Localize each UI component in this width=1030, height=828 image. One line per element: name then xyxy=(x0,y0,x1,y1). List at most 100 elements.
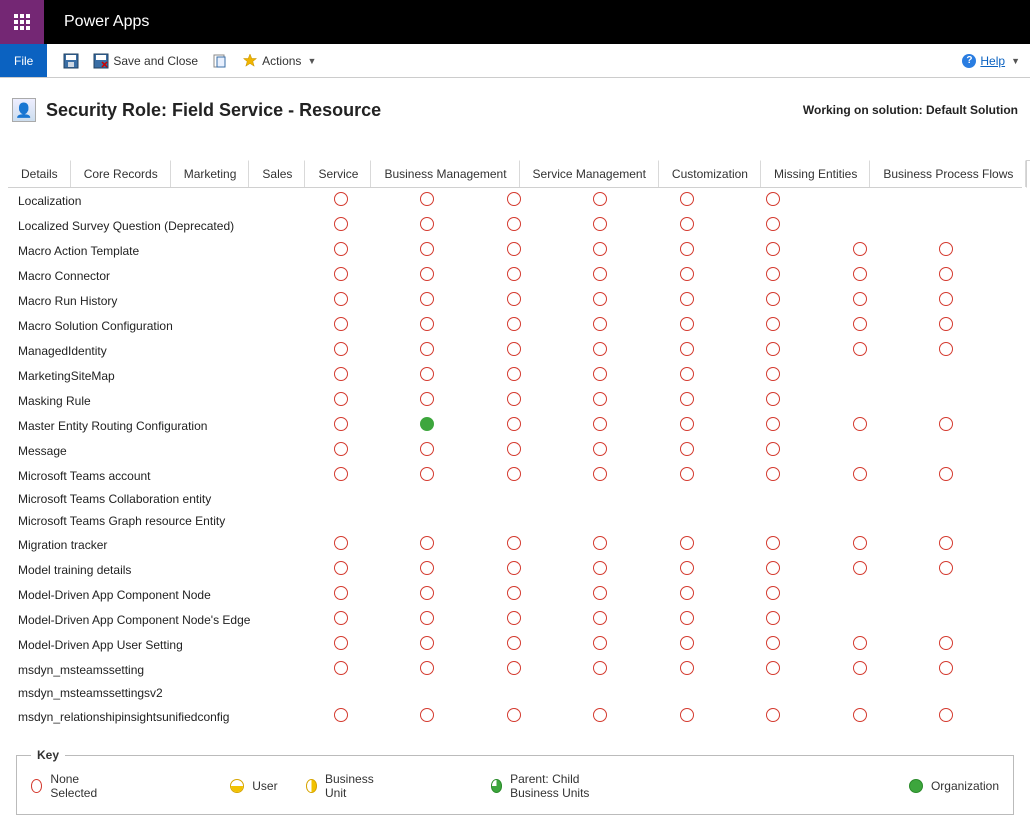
help-button[interactable]: ? Help ▼ xyxy=(962,54,1030,68)
privilege-cell[interactable] xyxy=(330,338,417,363)
privilege-cell[interactable] xyxy=(935,532,1022,557)
privilege-cell[interactable] xyxy=(849,338,936,363)
privilege-cell[interactable] xyxy=(849,682,936,704)
privilege-cell[interactable] xyxy=(503,363,590,388)
privilege-cell[interactable] xyxy=(935,657,1022,682)
privilege-cell[interactable] xyxy=(416,238,503,263)
privilege-cell[interactable] xyxy=(330,438,417,463)
privilege-cell[interactable] xyxy=(935,582,1022,607)
privilege-cell[interactable] xyxy=(503,238,590,263)
privilege-cell[interactable] xyxy=(330,238,417,263)
privilege-cell[interactable] xyxy=(589,263,676,288)
actions-menu-button[interactable]: Actions ▼ xyxy=(238,51,320,71)
privilege-cell[interactable] xyxy=(330,388,417,413)
privilege-cell[interactable] xyxy=(416,682,503,704)
tab-custom-entities[interactable]: Custom Entities xyxy=(1026,160,1030,188)
privilege-cell[interactable] xyxy=(762,488,849,510)
privilege-cell[interactable] xyxy=(849,213,936,238)
privilege-cell[interactable] xyxy=(416,438,503,463)
privilege-cell[interactable] xyxy=(935,557,1022,582)
privilege-cell[interactable] xyxy=(416,657,503,682)
privilege-cell[interactable] xyxy=(503,582,590,607)
privilege-cell[interactable] xyxy=(762,388,849,413)
privilege-cell[interactable] xyxy=(503,607,590,632)
privilege-cell[interactable] xyxy=(935,607,1022,632)
privilege-cell[interactable] xyxy=(589,607,676,632)
privilege-cell[interactable] xyxy=(762,288,849,313)
privilege-cell[interactable] xyxy=(416,488,503,510)
privilege-cell[interactable] xyxy=(330,188,417,213)
privilege-cell[interactable] xyxy=(330,607,417,632)
privilege-cell[interactable] xyxy=(676,263,763,288)
tab-marketing[interactable]: Marketing xyxy=(171,160,250,187)
privilege-cell[interactable] xyxy=(416,704,503,728)
privilege-cell[interactable] xyxy=(762,338,849,363)
privilege-cell[interactable] xyxy=(849,632,936,657)
privilege-cell[interactable] xyxy=(935,413,1022,438)
privilege-cell[interactable] xyxy=(416,607,503,632)
privilege-cell[interactable] xyxy=(762,510,849,532)
privilege-cell[interactable] xyxy=(503,488,590,510)
privilege-cell[interactable] xyxy=(762,704,849,728)
privilege-cell[interactable] xyxy=(849,363,936,388)
privilege-cell[interactable] xyxy=(330,682,417,704)
privilege-cell[interactable] xyxy=(589,438,676,463)
privilege-cell[interactable] xyxy=(503,682,590,704)
privilege-cell[interactable] xyxy=(416,632,503,657)
privilege-cell[interactable] xyxy=(503,510,590,532)
privilege-cell[interactable] xyxy=(330,488,417,510)
privilege-cell[interactable] xyxy=(589,463,676,488)
privilege-cell[interactable] xyxy=(676,188,763,213)
privilege-cell[interactable] xyxy=(849,704,936,728)
privilege-cell[interactable] xyxy=(416,388,503,413)
privilege-cell[interactable] xyxy=(503,263,590,288)
privilege-cell[interactable] xyxy=(676,488,763,510)
privilege-cell[interactable] xyxy=(330,632,417,657)
privilege-cell[interactable] xyxy=(676,363,763,388)
privilege-cell[interactable] xyxy=(589,188,676,213)
privilege-cell[interactable] xyxy=(589,213,676,238)
privilege-cell[interactable] xyxy=(935,288,1022,313)
privilege-cell[interactable] xyxy=(330,463,417,488)
privilege-cell[interactable] xyxy=(330,413,417,438)
privilege-cell[interactable] xyxy=(503,188,590,213)
file-menu-button[interactable]: File xyxy=(0,44,47,77)
privilege-cell[interactable] xyxy=(416,363,503,388)
privilege-cell[interactable] xyxy=(935,213,1022,238)
privilege-cell[interactable] xyxy=(330,704,417,728)
privilege-cell[interactable] xyxy=(849,657,936,682)
privilege-cell[interactable] xyxy=(762,238,849,263)
privilege-cell[interactable] xyxy=(762,657,849,682)
privilege-cell[interactable] xyxy=(503,532,590,557)
privilege-cell[interactable] xyxy=(676,238,763,263)
privilege-cell[interactable] xyxy=(762,263,849,288)
privilege-cell[interactable] xyxy=(676,607,763,632)
privilege-cell[interactable] xyxy=(589,632,676,657)
privilege-cell[interactable] xyxy=(676,682,763,704)
privilege-cell[interactable] xyxy=(676,704,763,728)
privilege-cell[interactable] xyxy=(676,338,763,363)
privilege-cell[interactable] xyxy=(849,532,936,557)
privilege-cell[interactable] xyxy=(589,510,676,532)
privilege-cell[interactable] xyxy=(935,238,1022,263)
privilege-cell[interactable] xyxy=(589,532,676,557)
privilege-cell[interactable] xyxy=(503,704,590,728)
privilege-cell[interactable] xyxy=(849,288,936,313)
privilege-cell[interactable] xyxy=(762,532,849,557)
privilege-cell[interactable] xyxy=(935,263,1022,288)
app-launcher-button[interactable] xyxy=(0,0,44,44)
tab-service[interactable]: Service xyxy=(305,160,371,187)
privilege-cell[interactable] xyxy=(416,463,503,488)
privilege-cell[interactable] xyxy=(589,313,676,338)
privilege-cell[interactable] xyxy=(589,557,676,582)
tab-service-management[interactable]: Service Management xyxy=(520,160,659,187)
privilege-cell[interactable] xyxy=(935,313,1022,338)
privilege-cell[interactable] xyxy=(935,682,1022,704)
privilege-cell[interactable] xyxy=(935,363,1022,388)
privilege-cell[interactable] xyxy=(503,213,590,238)
tab-details[interactable]: Details xyxy=(8,160,71,187)
privilege-cell[interactable] xyxy=(762,313,849,338)
tab-customization[interactable]: Customization xyxy=(659,160,761,187)
privilege-cell[interactable] xyxy=(416,213,503,238)
privilege-cell[interactable] xyxy=(935,388,1022,413)
